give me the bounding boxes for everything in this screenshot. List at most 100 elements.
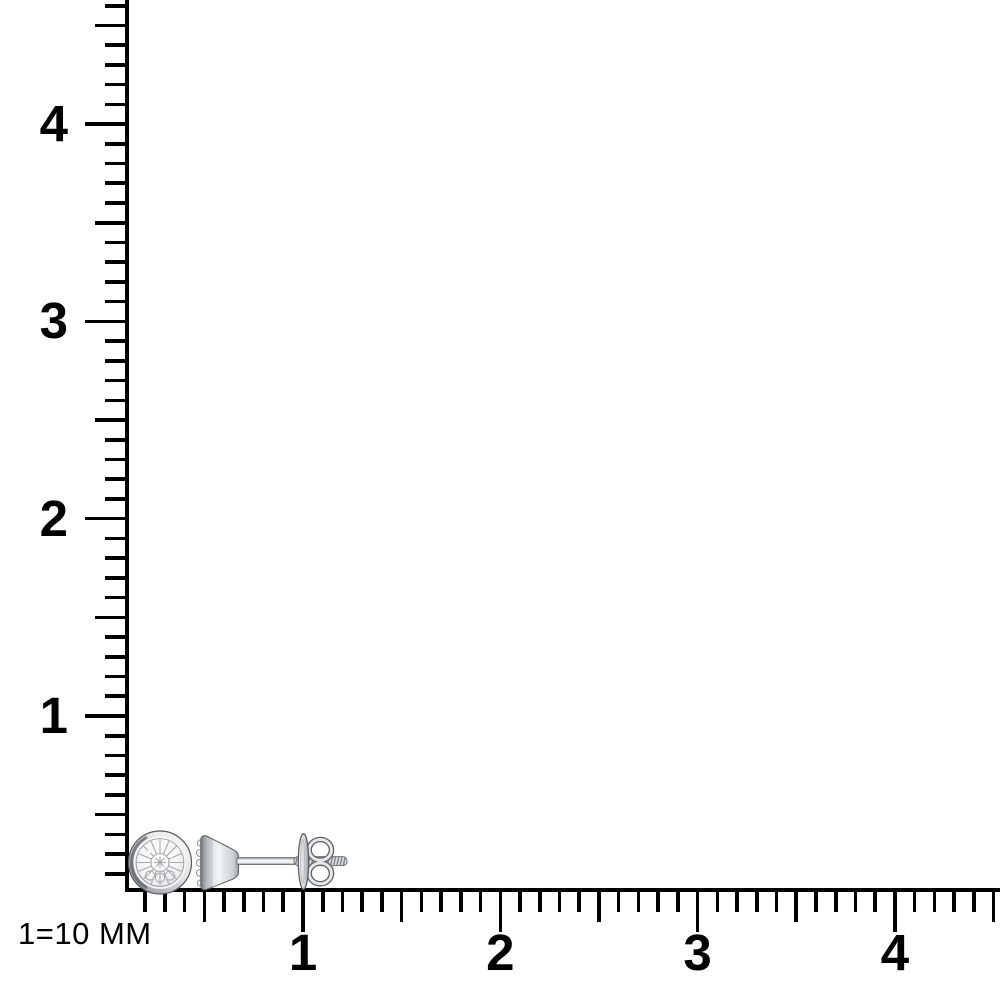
x-axis-tick	[814, 888, 818, 912]
y-axis-tick	[105, 398, 129, 403]
y-axis-tick	[105, 595, 129, 600]
y-axis-tick	[105, 753, 129, 758]
y-axis-tick	[105, 497, 129, 501]
x-axis-tick	[143, 888, 147, 912]
x-axis-label: 4	[880, 924, 910, 981]
x-axis-tick	[557, 888, 562, 912]
x-axis-label: 1	[288, 924, 318, 981]
diamond-facets	[136, 839, 184, 886]
x-axis-tick	[360, 888, 364, 912]
y-axis-tick	[105, 102, 129, 107]
y-axis-tick	[105, 43, 129, 47]
y-axis-tick	[105, 201, 129, 205]
y-axis-tick	[105, 378, 129, 383]
y-axis-tick	[105, 852, 129, 856]
x-axis-tick	[439, 888, 443, 912]
x-axis-tick	[932, 888, 937, 912]
y-axis-tick	[105, 576, 129, 580]
x-axis-label: 2	[486, 924, 515, 981]
y-axis-tick	[105, 694, 129, 699]
y-axis-tick	[105, 832, 129, 837]
y-axis-tick	[85, 714, 129, 718]
y-axis-tick	[105, 260, 129, 264]
x-axis-tick	[242, 888, 246, 912]
x-axis-tick	[833, 888, 838, 912]
y-axis-tick	[105, 339, 129, 343]
y-axis-tick	[105, 181, 129, 186]
y-axis-tick	[85, 516, 129, 521]
x-axis-tick	[281, 888, 286, 912]
x-axis-tick	[261, 888, 266, 912]
y-axis-tick	[105, 655, 129, 659]
x-axis-tick	[952, 888, 956, 912]
x-axis-tick	[498, 888, 503, 932]
y-axis-label: 2	[39, 489, 68, 547]
butterfly-clutch-wire	[306, 836, 335, 887]
x-axis-tick	[893, 888, 897, 932]
x-axis-tick	[735, 888, 739, 912]
screw-post-and-back	[236, 833, 348, 890]
y-axis-tick	[105, 674, 129, 679]
x-axis-tick	[912, 888, 917, 912]
y-axis-tick	[105, 437, 129, 442]
facet-spokes	[136, 839, 184, 886]
sparkle-highlight	[169, 854, 173, 858]
y-axis-tick	[105, 773, 129, 777]
y-axis-tick	[105, 299, 129, 304]
bezel-side-highlight	[213, 839, 221, 887]
bezel-shadow-crescent	[129, 836, 148, 889]
x-axis-tick	[774, 888, 779, 912]
y-axis-tick	[105, 63, 129, 67]
y-axis-line	[125, 0, 129, 892]
x-axis-tick	[399, 888, 404, 922]
scale-note: 1=10 MM	[18, 916, 152, 951]
y-axis-tick	[95, 418, 129, 422]
x-axis-tick	[853, 888, 858, 912]
x-axis-tick	[991, 888, 996, 922]
y-axis-tick	[105, 280, 129, 284]
stud-side-view	[195, 835, 240, 891]
x-axis-tick	[380, 888, 384, 912]
x-axis-tick	[222, 888, 226, 912]
x-axis-tick	[715, 888, 720, 912]
y-axis-label: 3	[39, 292, 68, 350]
y-axis-tick	[95, 220, 129, 225]
pavilion-arc	[154, 872, 166, 883]
x-axis-tick	[676, 888, 680, 912]
x-axis-tick	[459, 888, 463, 912]
y-axis-tick	[85, 122, 129, 126]
y-axis-tick	[95, 615, 129, 620]
x-axis-tick	[419, 888, 424, 912]
sparkle-highlight	[148, 849, 152, 853]
bezel-inner-lip	[133, 836, 187, 889]
y-axis-label: 1	[39, 687, 68, 744]
earring-post	[236, 857, 299, 866]
y-axis-tick	[105, 142, 129, 146]
x-axis-tick	[695, 888, 700, 932]
y-axis-tick	[95, 812, 129, 817]
stud-front-view	[127, 830, 193, 895]
x-axis-tick	[320, 888, 325, 912]
y-axis-tick	[105, 733, 129, 738]
x-axis-tick	[616, 888, 621, 912]
y-axis-tick	[105, 477, 129, 482]
y-axis-tick	[105, 161, 129, 166]
pavilion-arc	[164, 870, 176, 881]
y-axis-tick	[85, 319, 129, 324]
clutch-disc-inner-line	[300, 839, 306, 884]
y-axis-tick	[105, 556, 129, 560]
y-axis-tick	[105, 3, 129, 8]
y-axis-tick	[105, 240, 129, 245]
diamond-table	[150, 853, 170, 872]
y-axis-tick	[105, 635, 129, 639]
x-axis-line	[125, 888, 1000, 892]
x-axis-tick	[340, 888, 345, 912]
x-axis-tick	[636, 888, 641, 912]
x-axis-tick	[301, 888, 305, 932]
y-axis-tick	[105, 359, 129, 363]
x-axis-tick	[794, 888, 799, 922]
y-axis-tick	[105, 793, 129, 797]
y-axis-tick	[105, 536, 129, 541]
